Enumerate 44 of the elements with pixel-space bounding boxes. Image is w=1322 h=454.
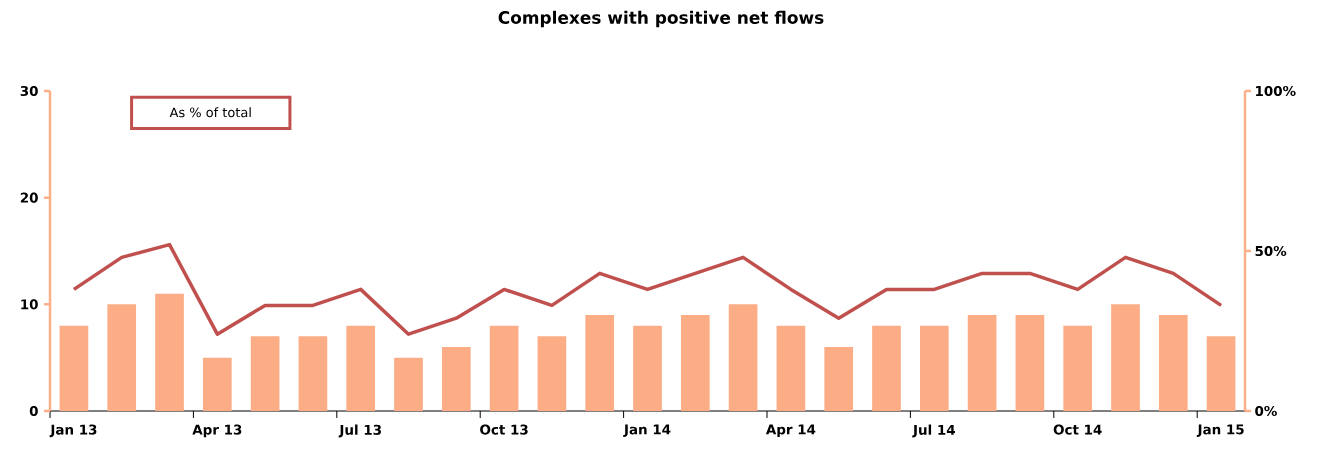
- x-tick-label: Jan 13: [49, 424, 97, 438]
- y2-tick-label: 50%: [1255, 245, 1287, 257]
- text: As % of total: [169, 107, 251, 118]
- bar: [633, 325, 662, 411]
- x-tick-label: Oct 13: [480, 424, 528, 435]
- bar: [346, 325, 376, 411]
- bar: [537, 336, 567, 411]
- bar: [728, 304, 758, 411]
- line-series: [72, 242, 1223, 336]
- bar: [1015, 314, 1045, 411]
- x-tick-label: Jan 15: [1196, 424, 1244, 437]
- x-tick-label: Apr 13: [192, 424, 242, 438]
- bar: [1063, 325, 1093, 411]
- y-tick-label: 0: [29, 405, 38, 417]
- bar: [107, 304, 137, 411]
- y-tick-label: 10: [21, 299, 38, 310]
- bar: [298, 336, 328, 411]
- y-tick-label: 20: [20, 192, 38, 203]
- y-tick-label: 30: [20, 85, 38, 97]
- bar: [1158, 314, 1188, 411]
- bar: [585, 314, 615, 411]
- x-tick-label: Apr 14: [765, 424, 816, 438]
- bar: [872, 325, 901, 411]
- bar: [824, 346, 854, 411]
- bar: [776, 325, 806, 411]
- bar: [202, 357, 232, 411]
- bar: [680, 314, 710, 411]
- chart-title: Complexes with positive net flows: [498, 10, 824, 28]
- y2-tick-label: 0%: [1255, 405, 1277, 417]
- bar: [59, 325, 89, 411]
- bar: [489, 325, 519, 411]
- bar: [1206, 336, 1236, 411]
- bar: [441, 346, 471, 411]
- bar: [394, 357, 423, 411]
- bar: [919, 325, 949, 411]
- x-tick-label: Oct 14: [1053, 424, 1102, 435]
- bar: [250, 336, 280, 411]
- bar: [155, 293, 184, 411]
- x-tick-label: Jan 14: [623, 424, 671, 437]
- bar: [1111, 304, 1140, 411]
- y2-tick-label: 100%: [1256, 85, 1296, 97]
- x-tick-label: Jul 13: [338, 424, 381, 438]
- x-tick-label: Jul 14: [912, 424, 955, 438]
- bar: [967, 314, 997, 411]
